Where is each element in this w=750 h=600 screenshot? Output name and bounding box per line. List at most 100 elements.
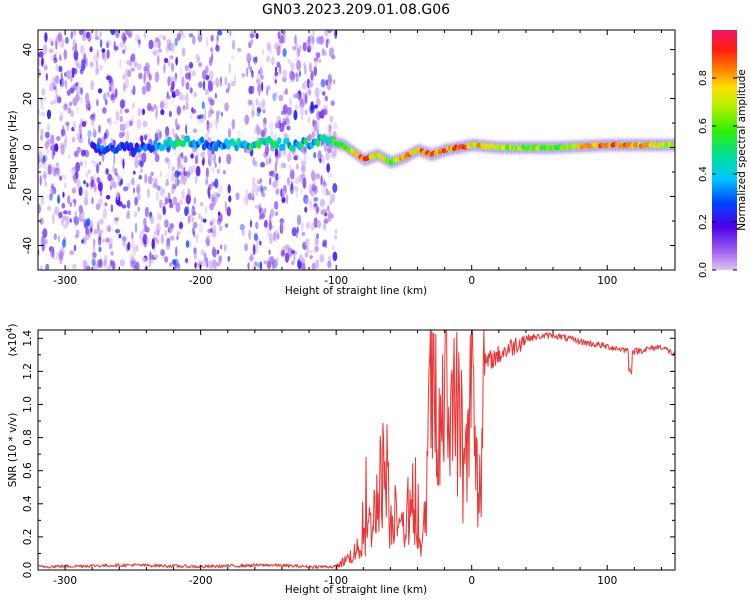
noise-dot bbox=[94, 66, 100, 76]
noise-dot bbox=[286, 193, 289, 205]
noise-dot bbox=[278, 64, 282, 75]
noise-dot bbox=[75, 82, 79, 87]
noise-dot bbox=[150, 215, 155, 225]
noise-dot bbox=[171, 166, 175, 172]
noise-dot bbox=[108, 75, 112, 84]
noise-dot bbox=[286, 125, 291, 131]
noise-dot bbox=[303, 61, 306, 69]
noise-dot bbox=[98, 246, 102, 253]
noise-dot bbox=[176, 235, 179, 241]
noise-dot bbox=[53, 54, 57, 61]
noise-dot bbox=[315, 206, 320, 214]
noise-dot bbox=[187, 188, 191, 199]
noise-dot bbox=[309, 199, 313, 210]
noise-dot bbox=[85, 228, 90, 235]
noise-dot bbox=[305, 245, 310, 254]
noise-dot bbox=[79, 30, 84, 36]
noise-dot bbox=[59, 116, 63, 122]
noise-dot bbox=[82, 218, 87, 224]
noise-dot bbox=[155, 37, 159, 43]
noise-dot bbox=[199, 201, 204, 207]
noise-dot bbox=[71, 167, 76, 175]
noise-dot bbox=[282, 104, 288, 115]
noise-dot bbox=[80, 44, 85, 55]
noise-dot bbox=[269, 220, 272, 231]
noise-dot bbox=[72, 263, 77, 270]
noise-dot bbox=[94, 36, 101, 41]
noise-dot bbox=[243, 196, 248, 205]
noise-dot bbox=[81, 58, 85, 68]
noise-dot bbox=[93, 173, 97, 181]
noise-dot bbox=[156, 211, 160, 222]
noise-dot bbox=[281, 30, 286, 35]
noise-dot bbox=[97, 220, 100, 232]
noise-dot bbox=[158, 214, 162, 220]
noise-dot bbox=[118, 131, 124, 139]
noise-dot bbox=[126, 199, 131, 209]
noise-dot bbox=[147, 69, 150, 78]
ridge-point bbox=[281, 143, 286, 151]
noise-dot bbox=[93, 262, 98, 270]
noise-dot bbox=[178, 163, 184, 169]
noise-dot bbox=[307, 116, 310, 124]
noise-dot bbox=[115, 229, 121, 234]
noise-dot bbox=[209, 203, 215, 211]
noise-dot bbox=[214, 178, 219, 189]
noise-dot bbox=[151, 238, 155, 250]
noise-dot bbox=[280, 220, 285, 232]
noise-dot bbox=[59, 246, 62, 252]
noise-dot bbox=[296, 226, 299, 234]
noise-dot bbox=[134, 160, 140, 169]
ridge-point bbox=[234, 144, 239, 152]
noise-dot bbox=[165, 129, 169, 136]
noise-dot bbox=[78, 205, 84, 214]
noise-dot bbox=[40, 102, 44, 110]
noise-dot bbox=[96, 99, 99, 107]
noise-dot bbox=[175, 202, 181, 213]
snr-plot-area bbox=[38, 330, 675, 570]
noise-dot bbox=[297, 95, 303, 102]
noise-dot bbox=[256, 126, 261, 136]
noise-dot bbox=[133, 170, 136, 175]
y-tick-label: 0.4 bbox=[22, 495, 34, 512]
snr-multiplier-close: ) bbox=[7, 324, 19, 328]
noise-dot bbox=[84, 159, 87, 168]
noise-dot bbox=[79, 96, 83, 104]
ridge-point bbox=[132, 147, 138, 155]
noise-dot bbox=[324, 211, 328, 217]
noise-dot bbox=[86, 183, 89, 188]
noise-dot bbox=[218, 255, 223, 263]
noise-dot bbox=[198, 213, 201, 219]
noise-dot bbox=[216, 34, 219, 42]
noise-dot bbox=[107, 39, 112, 46]
noise-dot bbox=[188, 33, 194, 38]
noise-dot bbox=[154, 104, 157, 109]
noise-dot bbox=[174, 37, 178, 47]
noise-dot bbox=[191, 227, 196, 235]
noise-dot bbox=[141, 257, 147, 263]
noise-dot bbox=[61, 129, 64, 138]
noise-dot bbox=[207, 187, 211, 197]
noise-dot bbox=[207, 137, 212, 143]
noise-dot bbox=[171, 171, 175, 183]
noise-dot bbox=[248, 59, 251, 70]
noise-dot bbox=[322, 91, 326, 96]
noise-dot bbox=[244, 243, 249, 252]
noise-dot bbox=[287, 58, 292, 65]
noise-dot bbox=[313, 219, 318, 226]
noise-dot bbox=[172, 196, 178, 205]
noise-dot bbox=[274, 79, 277, 84]
noise-dot bbox=[231, 39, 236, 50]
noise-dot bbox=[329, 124, 332, 132]
noise-dot bbox=[138, 42, 141, 49]
noise-dot bbox=[306, 135, 311, 141]
noise-dot bbox=[152, 182, 158, 189]
noise-dot bbox=[131, 231, 134, 240]
noise-dot bbox=[50, 100, 55, 105]
noise-dot bbox=[282, 76, 287, 83]
noise-dot bbox=[132, 85, 136, 96]
noise-dot bbox=[141, 85, 147, 95]
noise-dot bbox=[151, 254, 154, 260]
noise-dot bbox=[281, 250, 285, 256]
noise-dot bbox=[115, 110, 120, 121]
